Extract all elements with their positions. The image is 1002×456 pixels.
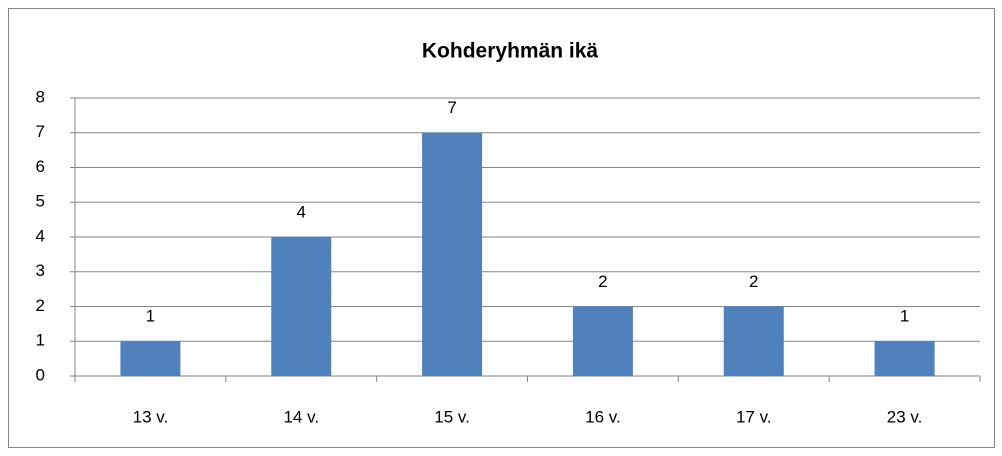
x-tick-label: 14 v. <box>283 407 319 426</box>
y-tick-label: 3 <box>36 261 45 280</box>
x-tick-label: 16 v. <box>585 407 621 426</box>
bar <box>572 306 633 376</box>
bar <box>723 306 784 376</box>
bar <box>874 341 935 376</box>
chart-title: Kohderyhmän ikä <box>422 40 599 63</box>
x-tick-label: 15 v. <box>434 407 470 426</box>
x-tick-label: 23 v. <box>887 407 923 426</box>
data-label: 2 <box>749 272 758 291</box>
y-tick-label: 7 <box>36 122 45 141</box>
bar <box>422 132 483 376</box>
data-label: 1 <box>146 307 155 326</box>
y-tick-label: 5 <box>36 192 45 211</box>
chart-border <box>8 8 995 448</box>
bar <box>271 237 332 376</box>
data-label: 1 <box>900 307 909 326</box>
x-tick-label: 17 v. <box>736 407 772 426</box>
data-label: 2 <box>598 272 607 291</box>
bar <box>120 341 181 376</box>
data-label: 4 <box>297 202 306 221</box>
x-tick-label: 13 v. <box>133 407 169 426</box>
y-tick-label: 4 <box>36 226 45 245</box>
y-tick-label: 0 <box>36 365 45 384</box>
y-tick-label: 6 <box>36 157 45 176</box>
y-tick-label: 1 <box>36 331 45 350</box>
data-label: 7 <box>447 98 456 117</box>
y-tick-label: 8 <box>36 87 45 106</box>
y-tick-label: 2 <box>36 296 45 315</box>
